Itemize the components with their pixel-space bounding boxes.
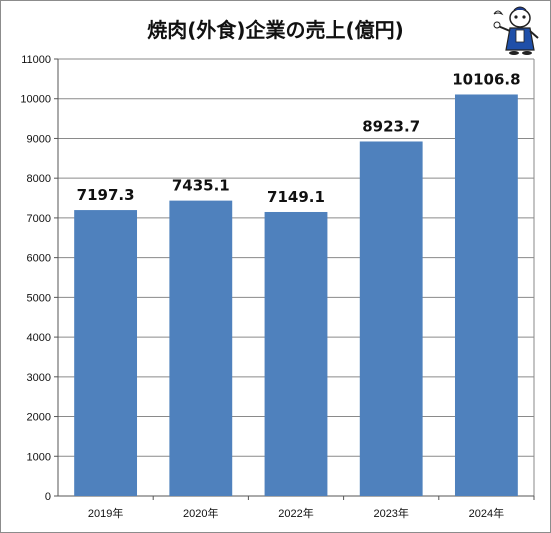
gridlines [58,58,534,457]
bar-2022年 [264,211,328,496]
data-label: 7197.3 [77,186,135,204]
bars [74,94,518,497]
mascot-character-icon [493,6,539,55]
y-tick-label: 4000 [27,332,51,344]
chart-title: 焼肉(外食)企業の売上(億円) [147,18,404,42]
y-tick-label: 0 [45,491,51,503]
y-tick-label: 7000 [27,213,51,225]
data-label: 7149.1 [267,188,325,206]
data-label: 7435.1 [172,177,230,195]
y-tick-label: 3000 [27,372,51,384]
y-tick-label: 6000 [27,253,51,265]
x-category-label: 2019年 [88,506,123,520]
x-category-label: 2024年 [469,506,504,520]
y-tick-label: 9000 [27,133,51,145]
x-category-label: 2023年 [373,506,408,520]
bar-2023年 [359,141,423,497]
y-tick-label: 10000 [20,94,51,106]
y-tick-label: 5000 [27,292,51,304]
y-tick-label: 8000 [27,173,51,185]
labels: 0 1000 2000 3000 4000 5000 6000 7000 8000 9000 100… [20,54,520,520]
bar-2020年 [169,200,233,496]
x-category-label: 2022年 [278,506,313,520]
y-tick-label: 2000 [27,412,51,424]
x-category-label: 2020年 [183,506,218,520]
data-label: 8923.7 [362,117,420,135]
y-tick-label: 11000 [21,54,51,66]
bar-2024年 [454,94,518,496]
data-label: 10106.8 [452,70,520,88]
bar-2019年 [74,210,138,496]
y-tick-label: 1000 [27,451,51,463]
